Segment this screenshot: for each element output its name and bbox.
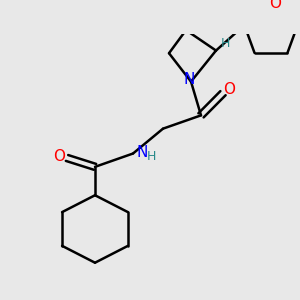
Text: N: N [183,72,195,87]
Text: O: O [269,0,281,11]
Text: H: H [221,37,230,50]
Text: N: N [136,145,147,160]
Text: O: O [223,82,235,97]
Text: H: H [147,150,156,163]
Text: O: O [53,149,65,164]
